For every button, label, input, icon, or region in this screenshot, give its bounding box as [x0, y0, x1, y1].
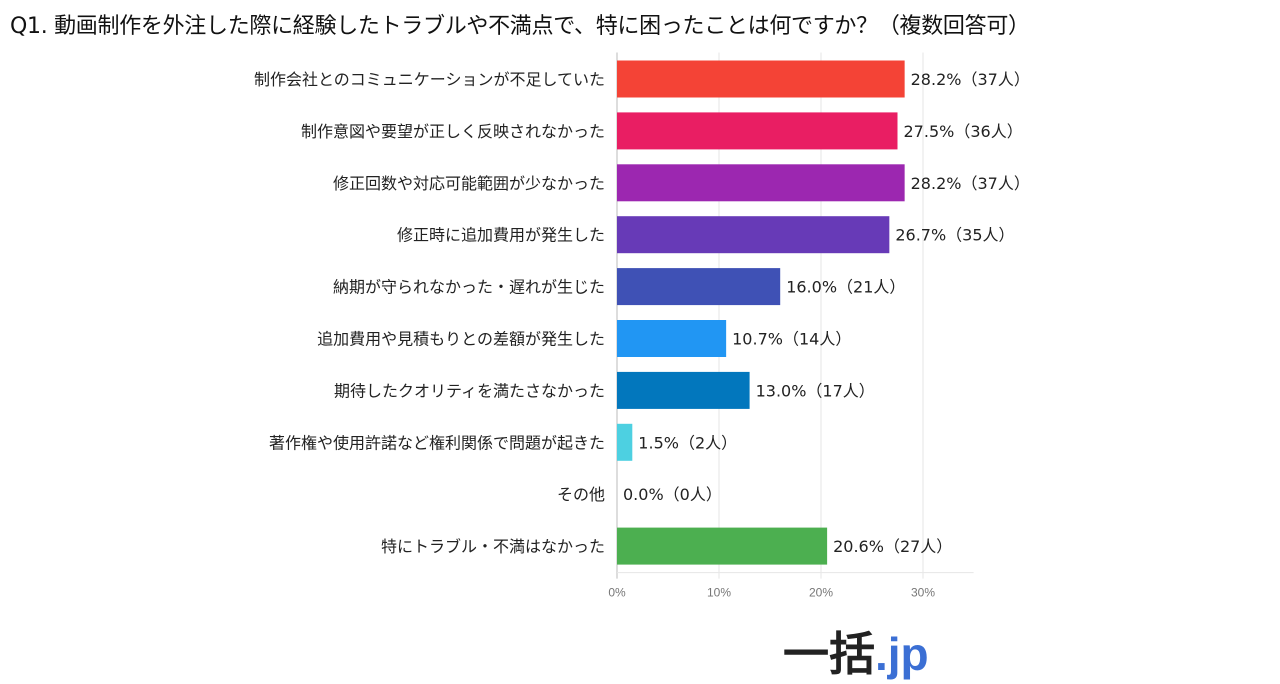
category-label: 修正回数や対応可能範囲が少なかった [333, 174, 605, 193]
data-label: 1.5%（2人） [638, 433, 737, 452]
logo-domain: .jp [875, 628, 929, 680]
data-label: 0.0%（0人） [623, 485, 722, 504]
data-label: 28.2%（37人） [911, 70, 1030, 89]
data-label: 10.7%（14人） [732, 330, 851, 349]
bar [617, 423, 633, 461]
bar [617, 371, 750, 409]
category-label: 特にトラブル・不満はなかった [381, 537, 605, 556]
bar [617, 527, 828, 565]
category-label: 制作会社とのコミュニケーションが不足していた [254, 70, 605, 89]
bar [617, 60, 905, 98]
chart-title: Q1. 動画制作を外注した際に経験したトラブルや不満点で、特に困ったことは何です… [10, 14, 1030, 39]
data-label: 13.0%（17人） [756, 381, 875, 400]
bar [617, 164, 905, 202]
category-label: 制作意図や要望が正しく反映されなかった [301, 122, 605, 141]
logo: 一括.jp [783, 618, 929, 684]
x-tick-label: 30% [911, 586, 935, 600]
category-label: 納期が守られなかった・遅れが生じた [333, 278, 605, 297]
category-label: 期待したクオリティを満たさなかった [334, 381, 605, 400]
category-label: 著作権や使用許諾など権利関係で問題が起きた [269, 433, 605, 452]
x-tick-label: 20% [809, 586, 833, 600]
bar [617, 112, 898, 150]
logo-text: 一括 [783, 628, 875, 680]
data-label: 28.2%（37人） [911, 174, 1030, 193]
data-label: 26.7%（35人） [895, 226, 1014, 245]
data-label: 20.6%（27人） [833, 537, 952, 556]
category-label: その他 [557, 485, 605, 504]
data-label: 16.0%（21人） [786, 278, 905, 297]
x-tick-label: 0% [608, 586, 626, 600]
bar [617, 268, 781, 306]
data-label: 27.5%（36人） [904, 122, 1023, 141]
bar [617, 216, 890, 254]
category-label: 修正時に追加費用が発生した [397, 226, 605, 245]
x-tick-label: 10% [707, 586, 731, 600]
category-label: 追加費用や見積もりとの差額が発生した [317, 330, 605, 349]
bar [617, 320, 727, 357]
